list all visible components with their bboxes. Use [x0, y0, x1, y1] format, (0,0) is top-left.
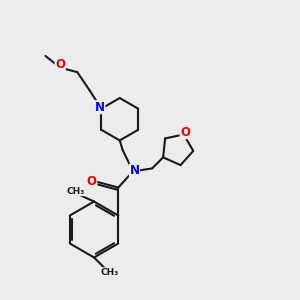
- Text: O: O: [87, 175, 97, 188]
- Text: N: N: [95, 101, 105, 114]
- Text: CH₃: CH₃: [66, 187, 85, 196]
- Text: N: N: [130, 164, 140, 177]
- Text: O: O: [180, 126, 190, 139]
- Text: O: O: [55, 58, 65, 71]
- Text: CH₃: CH₃: [100, 268, 118, 277]
